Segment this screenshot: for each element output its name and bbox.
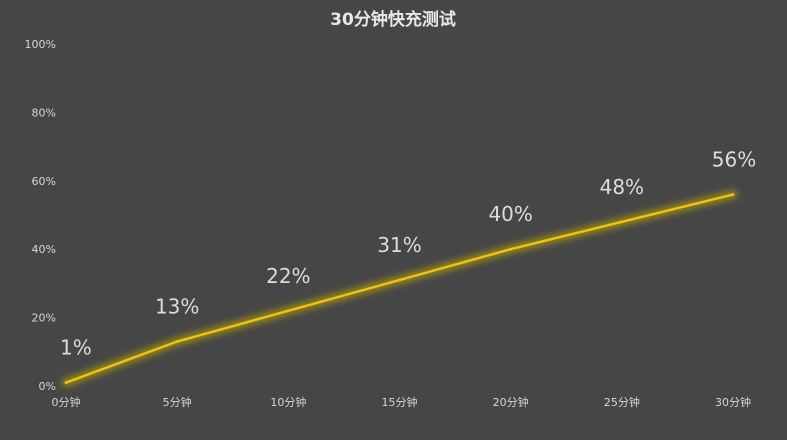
y-tick-label: 0% <box>39 380 56 393</box>
series-line-glow <box>61 189 738 388</box>
x-tick-label: 20分钟 <box>493 395 529 409</box>
y-axis: 0% 20% 40% 60% 80% 100% <box>25 38 56 393</box>
data-label: 40% <box>488 202 532 226</box>
series-layer <box>61 189 738 388</box>
data-label: 13% <box>155 295 199 319</box>
x-tick-label: 30分钟 <box>715 395 751 409</box>
y-tick-label: 80% <box>32 106 56 119</box>
x-tick-label: 15分钟 <box>382 395 418 409</box>
data-label: 48% <box>600 175 644 199</box>
data-labels: 1% 13% 22% 31% 40% 48% 56% <box>60 147 756 359</box>
x-tick-label: 0分钟 <box>52 395 81 409</box>
data-point <box>398 278 401 282</box>
data-point <box>731 193 735 196</box>
x-axis: 0分钟 5分钟 10分钟 15分钟 20分钟 25分钟 30分钟 <box>52 395 752 409</box>
y-tick-label: 100% <box>25 38 56 51</box>
x-tick-label: 25分钟 <box>604 395 640 409</box>
data-point <box>509 247 513 251</box>
data-label: 1% <box>60 336 92 360</box>
y-tick-label: 60% <box>32 175 56 188</box>
x-tick-label: 10分钟 <box>270 395 306 409</box>
x-tick-label: 5分钟 <box>163 395 192 409</box>
chart-title: 30分钟快充测试 <box>330 9 456 30</box>
y-tick-label: 20% <box>32 312 56 325</box>
data-label: 22% <box>266 264 310 288</box>
data-point <box>286 309 290 313</box>
data-point <box>175 340 179 343</box>
data-point <box>64 381 68 384</box>
data-label: 56% <box>712 147 756 171</box>
data-label: 31% <box>377 233 421 257</box>
y-tick-label: 40% <box>32 243 56 256</box>
data-point <box>620 220 624 224</box>
